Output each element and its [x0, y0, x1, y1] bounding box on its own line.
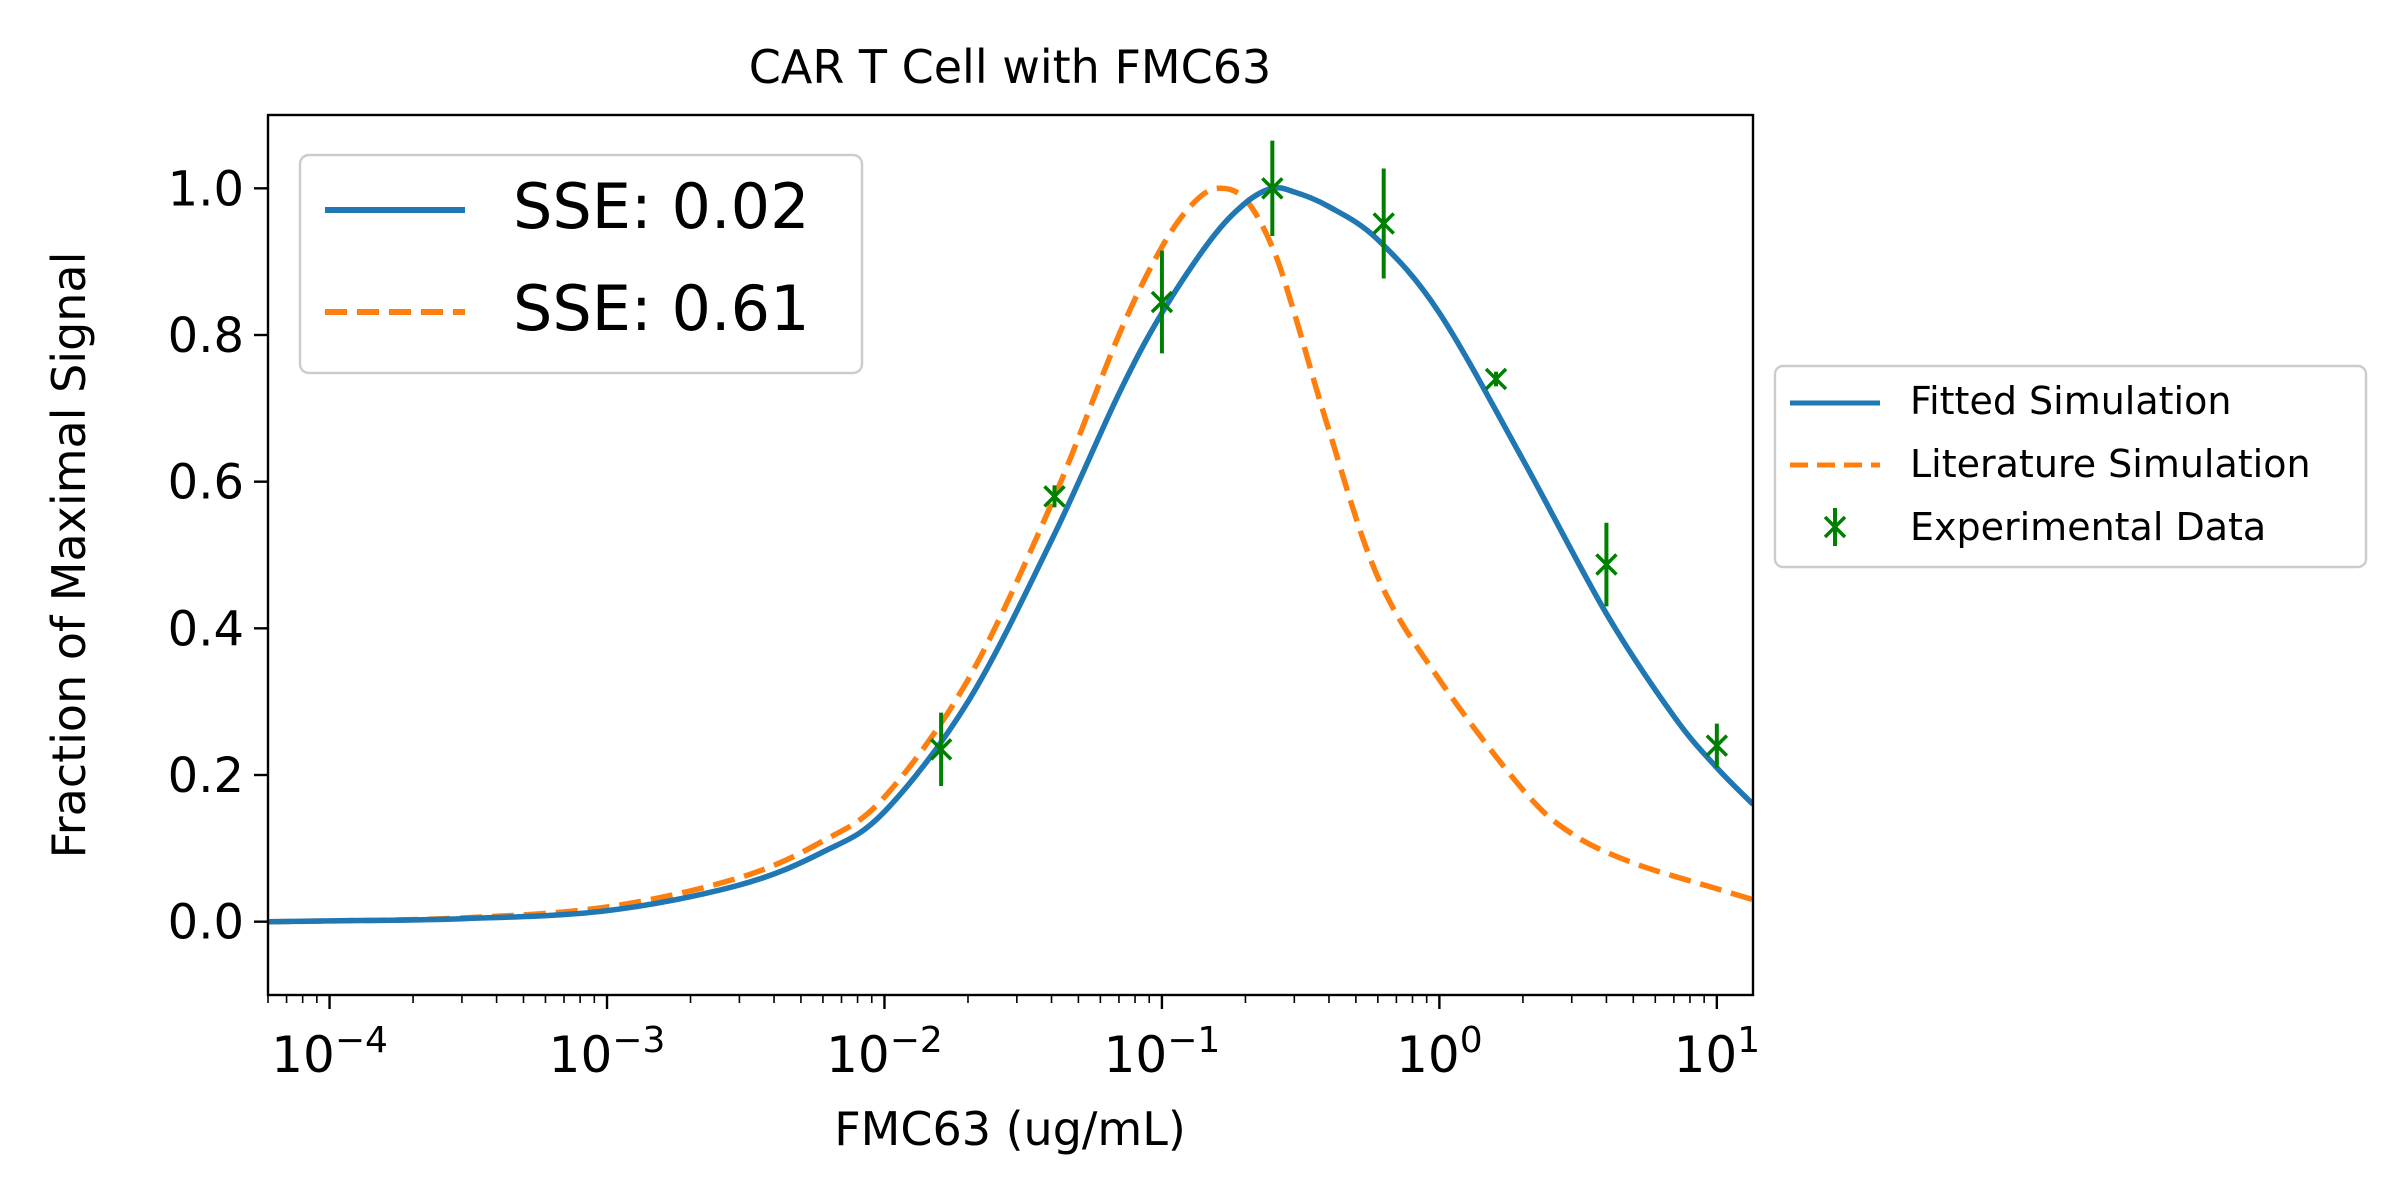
y-tick-label: 0.4 [168, 601, 244, 657]
axes-frame [266, 113, 1755, 997]
x-tick-label: 101 [1674, 1020, 1761, 1084]
y-axis-label: Fraction of Maximal Signal [42, 252, 96, 859]
experimental-marker-stroke [929, 738, 953, 761]
y-tick-label: 0.2 [168, 748, 244, 804]
inner-legend-literature-label: SSE: 0.61 [513, 272, 810, 345]
outer-legend-literature-label: Literature Simulation [1910, 442, 2311, 486]
experimental-point [1595, 522, 1618, 607]
y-tick-label: 1.0 [168, 161, 244, 217]
y-tick-label: 0.8 [168, 308, 244, 364]
outer-legend-frame [1773, 364, 2368, 569]
x-axis-ticks: 10−4 10−3 10−2 10−1 100 101 [267, 995, 1761, 1084]
inner-legend-fitted-label: SSE: 0.02 [513, 170, 810, 243]
experimental-point [1484, 367, 1508, 391]
experimental-marker-stroke [1705, 734, 1729, 757]
experimental-marker-stroke [1595, 553, 1618, 576]
x-tick-label: 10−2 [826, 1020, 943, 1084]
experimental-marker-stroke [1043, 485, 1066, 508]
outer-legend-experimental-swatch [1823, 508, 1847, 546]
x-tick-label: 100 [1396, 1020, 1483, 1084]
outer-legend: Fitted Simulation Literature Simulation … [1773, 364, 2368, 569]
experimental-point [929, 712, 953, 786]
outer-legend-fitted-label: Fitted Simulation [1910, 379, 2231, 423]
y-tick-label: 0.0 [168, 895, 244, 951]
experimental-point [1261, 140, 1284, 236]
experimental-point [1043, 485, 1066, 508]
chart-title: CAR T Cell with FMC63 [749, 40, 1272, 94]
y-axis-ticks: 0.0 0.2 0.4 0.6 0.8 1.0 [168, 161, 268, 951]
literature-simulation-line [268, 185, 1753, 925]
experimental-marker-stroke [1150, 290, 1174, 314]
experimental-marker-stroke [1261, 177, 1284, 200]
experimental-marker-stroke [1484, 367, 1508, 391]
y-tick-label: 0.6 [168, 455, 244, 511]
x-tick-label: 10−3 [549, 1020, 666, 1084]
experimental-marker-stroke [1372, 212, 1395, 235]
fitted-simulation-line [268, 184, 1753, 925]
experimental-point [1705, 723, 1729, 768]
x-axis-label: FMC63 (ug/mL) [834, 1102, 1186, 1156]
x-tick-label: 10−1 [1104, 1020, 1221, 1084]
x-tick-label: 10−4 [271, 1020, 388, 1084]
experimental-point [1372, 168, 1395, 279]
experimental-point [1150, 250, 1174, 354]
inner-legend: SSE: 0.02 SSE: 0.61 [298, 153, 864, 375]
plot-area [268, 140, 1753, 925]
outer-legend-experimental-label: Experimental Data [1910, 505, 2266, 549]
